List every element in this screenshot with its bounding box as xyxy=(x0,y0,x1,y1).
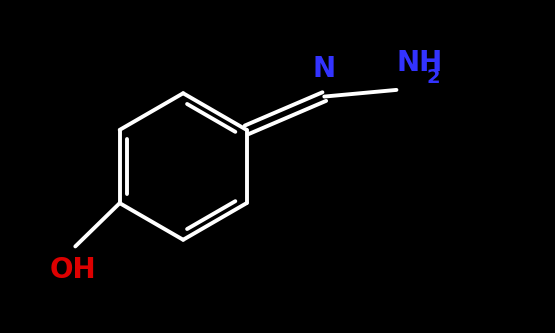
Text: 2: 2 xyxy=(427,68,441,87)
Text: N: N xyxy=(312,55,336,83)
Text: OH: OH xyxy=(49,256,96,284)
Text: NH: NH xyxy=(396,49,443,77)
